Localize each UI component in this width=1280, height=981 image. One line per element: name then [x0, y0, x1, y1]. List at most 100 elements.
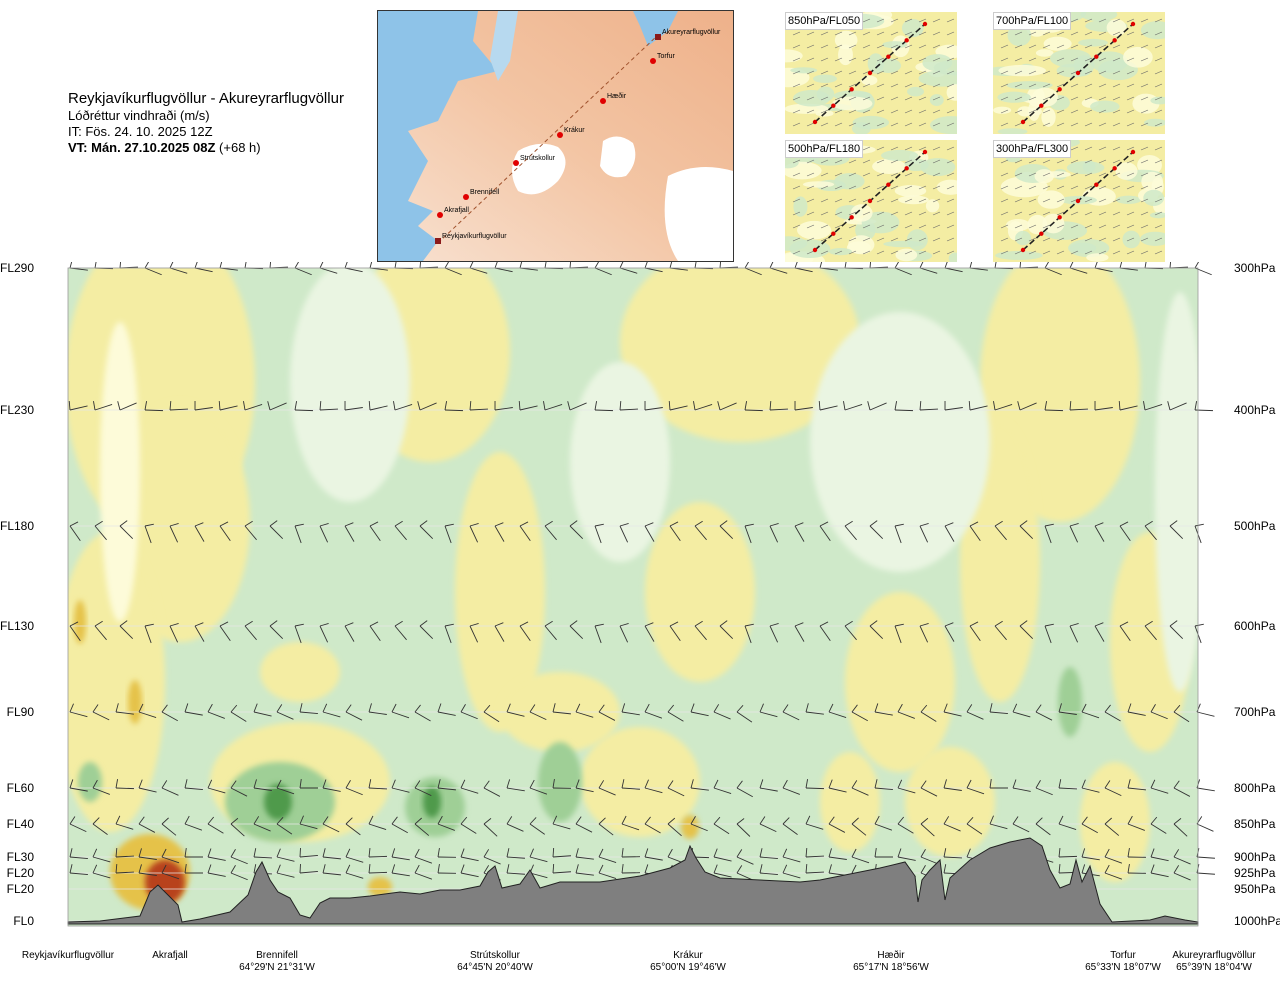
wind-barb-flag [994, 262, 997, 269]
wind-barb-flag [230, 817, 239, 825]
wind-barb-shaft [1044, 525, 1052, 544]
wind-barb-shaft [966, 823, 983, 835]
wind-barb-flag [437, 779, 441, 789]
vertical-velocity-field [68, 268, 1198, 910]
wind-barb-shaft [414, 787, 432, 797]
panel-wind-barb [1028, 57, 1037, 62]
wind-barb-flag [989, 703, 993, 713]
panel-wind-barb [834, 70, 843, 75]
wind-barb-shaft [621, 823, 640, 831]
wind-barb-flag [619, 400, 622, 411]
wind-barb-shaft [94, 404, 113, 411]
wind-barb-flag [92, 779, 98, 789]
wind-barb-flag [437, 848, 440, 858]
wind-barb-shaft [219, 625, 231, 642]
panel-wind-barb [1042, 224, 1051, 229]
wind-barb-shaft [805, 787, 825, 790]
panel-wind-barb [1126, 198, 1135, 203]
wind-barb-shaft [444, 525, 452, 544]
velocity-patch [580, 727, 700, 837]
panel-wind-barb [1126, 159, 1135, 164]
wind-barb-flag [1058, 779, 1062, 789]
wind-barb-flag [444, 623, 454, 627]
panel-700-graphic [993, 12, 1165, 134]
panel-wind-barb [862, 44, 871, 49]
panel-field-patch [922, 54, 953, 72]
wind-barb-flag [138, 779, 143, 789]
map-point-marker [437, 212, 443, 218]
wind-barb-flag [269, 262, 271, 269]
panel-wind-barb [834, 159, 843, 164]
wind-barb-shaft [575, 872, 594, 876]
wind-barb-flag [69, 703, 74, 713]
wind-barb-flag [1194, 523, 1204, 527]
panel-route-point [812, 247, 818, 253]
panel-wind-barb [946, 83, 955, 88]
wind-barb-shaft [419, 402, 437, 411]
fl-tick-label: FL230 [0, 403, 35, 417]
panel-wind-barb [848, 159, 857, 164]
panel-wind-barb [1112, 250, 1121, 255]
panel-wind-barb [820, 70, 829, 75]
route-point-coord: 64°29'N 21°31'W [239, 962, 315, 973]
velocity-patch [570, 362, 670, 562]
wind-barb-flag [1118, 400, 1121, 411]
panel-wind-barb [1154, 18, 1163, 23]
velocity-patch [100, 322, 140, 622]
wind-barb-shaft [736, 787, 753, 798]
panel-route-point [831, 103, 836, 108]
wind-barb-flag [874, 703, 879, 713]
wind-barb-flag [805, 703, 809, 713]
panel-field-patch [861, 75, 878, 86]
valid-time-offset: (+68 h) [219, 140, 261, 155]
wind-barb-shaft [575, 856, 594, 860]
wind-barb-flag [1173, 818, 1182, 825]
panel-wind-barb [904, 250, 913, 255]
panel-field-patch [838, 44, 853, 66]
panel-field-patch [1144, 118, 1165, 127]
valid-time: VT: Mán. 27.10.2025 08Z (+68 h) [68, 140, 344, 156]
wind-barb-flag [1169, 262, 1171, 269]
wind-barb-flag [1173, 849, 1180, 858]
wind-barb-shaft [920, 823, 935, 837]
wind-barb-shaft [161, 711, 178, 722]
map-glacier-2 [600, 136, 636, 178]
panel-wind-barb [904, 237, 913, 242]
wind-barb-shaft [569, 402, 587, 411]
wind-barb-flag [719, 620, 728, 627]
wind-barb-flag [644, 622, 654, 627]
velocity-patch [905, 747, 995, 857]
wind-barb-flag [1127, 703, 1132, 713]
panel-wind-barb [904, 96, 913, 101]
map-points: Akureyrarflugvöllur Torfur Hæðir Krákur Strú… [435, 29, 721, 244]
panel-wind-barb [1056, 172, 1065, 177]
wind-barb-shaft [1173, 856, 1191, 865]
wind-barb-flag [460, 816, 468, 825]
wind-barb-flag [994, 520, 1003, 527]
wind-barb-flag [414, 704, 421, 713]
wind-barb-shaft [969, 405, 988, 411]
panel-route-point [886, 182, 891, 187]
panel-wind-barb [862, 159, 871, 164]
panel-wind-barb [1056, 96, 1065, 101]
wind-barb-shaft [69, 872, 88, 876]
panel-wind-barb [918, 224, 927, 229]
panel-wind-barb [1098, 109, 1107, 114]
wind-barb-flag [1167, 401, 1171, 411]
wind-barb-flag [169, 262, 174, 269]
wind-barb-flag [529, 848, 534, 858]
panel-wind-barb [1126, 172, 1135, 177]
panel-wind-barb [932, 172, 941, 177]
wind-barb-shaft [920, 711, 937, 722]
wind-barb-flag [417, 401, 421, 411]
panel-route-point [867, 198, 873, 204]
wind-barb-shaft [594, 625, 602, 644]
panel-wind-barb [946, 146, 955, 151]
panel-wind-barb [1014, 224, 1023, 229]
wind-barb-flag [828, 703, 834, 713]
panel-route-point [922, 21, 928, 27]
panel-wind-barb [1112, 57, 1121, 62]
panel-wind-barb [1098, 146, 1107, 151]
panel-wind-barb [848, 96, 857, 101]
wind-barb-shaft [345, 856, 364, 863]
